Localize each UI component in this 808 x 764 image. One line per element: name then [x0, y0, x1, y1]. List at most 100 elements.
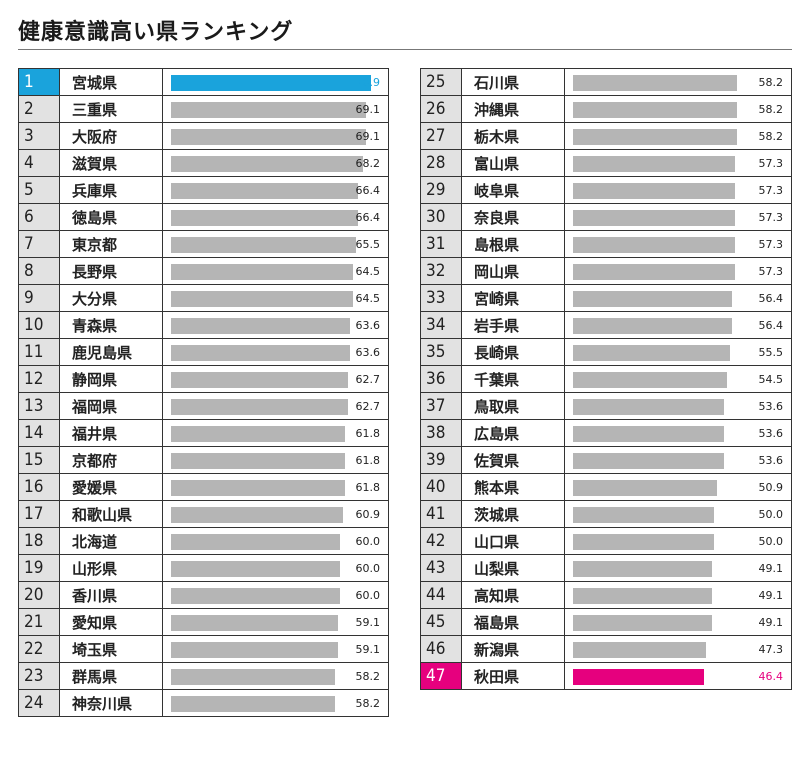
bar	[171, 534, 340, 550]
ranking-row: 40 熊本県 50.9	[420, 473, 792, 501]
title-divider	[18, 49, 792, 50]
ranking-row: 10 青森県 63.6	[18, 311, 389, 339]
bar-cell: 69.1	[162, 122, 389, 150]
value-label: 58.2	[758, 76, 784, 89]
prefecture-name: 鹿児島県	[59, 338, 163, 366]
ranking-row: 23 群馬県 58.2	[18, 662, 389, 690]
rank-number: 15	[18, 446, 60, 474]
value-label: 62.7	[355, 373, 381, 386]
ranking-row: 18 北海道 60.0	[18, 527, 389, 555]
rank-number: 45	[420, 608, 462, 636]
value-label: 57.3	[758, 184, 784, 197]
bar-cell: 61.8	[162, 446, 389, 474]
ranking-row: 9 大分県 64.5	[18, 284, 389, 312]
ranking-row: 34 岩手県 56.4	[420, 311, 792, 339]
page-title: 健康意識高い県ランキング	[18, 20, 294, 45]
rank-number: 25	[420, 68, 462, 96]
prefecture-name: 山口県	[461, 527, 565, 555]
ranking-table-right: 25 石川県 58.2 26 沖縄県 58.2 27 栃木県 58.2 28 富山県 57.3 29 岐阜…	[420, 68, 792, 690]
prefecture-name: 埼玉県	[59, 635, 163, 663]
rank-number: 37	[420, 392, 462, 420]
ranking-row: 6 徳島県 66.4	[18, 203, 389, 231]
ranking-row: 41 茨城県 50.0	[420, 500, 792, 528]
ranking-row: 14 福井県 61.8	[18, 419, 389, 447]
value-label: 61.8	[355, 481, 381, 494]
ranking-row: 28 富山県 57.3	[420, 149, 792, 177]
ranking-row: 8 長野県 64.5	[18, 257, 389, 285]
value-label: 58.2	[758, 103, 784, 116]
bar	[573, 372, 727, 388]
ranking-row: 24 神奈川県 58.2	[18, 689, 389, 717]
bar-cell: 63.6	[162, 338, 389, 366]
value-label: 61.8	[355, 427, 381, 440]
bar	[573, 129, 737, 145]
rank-number: 47	[420, 662, 462, 690]
value-label: 57.3	[758, 265, 784, 278]
prefecture-name: 高知県	[461, 581, 565, 609]
value-label: 64.5	[355, 292, 381, 305]
bar	[171, 237, 356, 253]
rank-number: 39	[420, 446, 462, 474]
value-label: 50.0	[758, 535, 784, 548]
value-label: 53.6	[758, 400, 784, 413]
ranking-row: 17 和歌山県 60.9	[18, 500, 389, 528]
bar-cell: 66.4	[162, 203, 389, 231]
ranking-row: 45 福島県 49.1	[420, 608, 792, 636]
bar	[573, 264, 735, 280]
value-label: 54.5	[758, 373, 784, 386]
rank-number: 27	[420, 122, 462, 150]
rank-number: 29	[420, 176, 462, 204]
prefecture-name: 福島県	[461, 608, 565, 636]
ranking-row: 30 奈良県 57.3	[420, 203, 792, 231]
bar	[171, 264, 353, 280]
rank-number: 7	[18, 230, 60, 258]
ranking-row: 44 高知県 49.1	[420, 581, 792, 609]
rank-number: 33	[420, 284, 462, 312]
bar	[573, 534, 714, 550]
prefecture-name: 佐賀県	[461, 446, 565, 474]
bar	[171, 291, 353, 307]
rank-number: 46	[420, 635, 462, 663]
prefecture-name: 香川県	[59, 581, 163, 609]
value-label: 66.4	[355, 184, 381, 197]
bar-cell: 57.3	[564, 176, 792, 204]
ranking-row: 31 島根県 57.3	[420, 230, 792, 258]
bar	[171, 102, 366, 118]
rank-number: 42	[420, 527, 462, 555]
bar	[573, 642, 706, 658]
value-label: 64.5	[355, 265, 381, 278]
bar-cell: 56.4	[564, 284, 792, 312]
bar	[171, 183, 358, 199]
rank-number: 11	[18, 338, 60, 366]
rank-number: 16	[18, 473, 60, 501]
value-label: 63.6	[355, 319, 381, 332]
rank-number: 35	[420, 338, 462, 366]
prefecture-name: 岩手県	[461, 311, 565, 339]
ranking-row: 11 鹿児島県 63.6	[18, 338, 389, 366]
bar-cell: 64.5	[162, 284, 389, 312]
rank-number: 5	[18, 176, 60, 204]
bar	[573, 588, 712, 604]
bar	[573, 210, 735, 226]
ranking-row: 12 静岡県 62.7	[18, 365, 389, 393]
bar-cell: 60.9	[162, 500, 389, 528]
prefecture-name: 富山県	[461, 149, 565, 177]
ranking-row: 13 福岡県 62.7	[18, 392, 389, 420]
rank-number: 17	[18, 500, 60, 528]
bar	[573, 291, 732, 307]
ranking-row: 3 大阪府 69.1	[18, 122, 389, 150]
bar-cell: 60.0	[162, 581, 389, 609]
ranking-row: 22 埼玉県 59.1	[18, 635, 389, 663]
bar	[573, 75, 737, 91]
bar-cell: 59.1	[162, 635, 389, 663]
bar	[573, 399, 724, 415]
prefecture-name: 福岡県	[59, 392, 163, 420]
bar	[171, 480, 345, 496]
rank-number: 38	[420, 419, 462, 447]
bar	[573, 183, 735, 199]
prefecture-name: 長崎県	[461, 338, 565, 366]
rank-number: 28	[420, 149, 462, 177]
value-label: 53.6	[758, 427, 784, 440]
bar-cell: 47.3	[564, 635, 792, 663]
ranking-row: 20 香川県 60.0	[18, 581, 389, 609]
